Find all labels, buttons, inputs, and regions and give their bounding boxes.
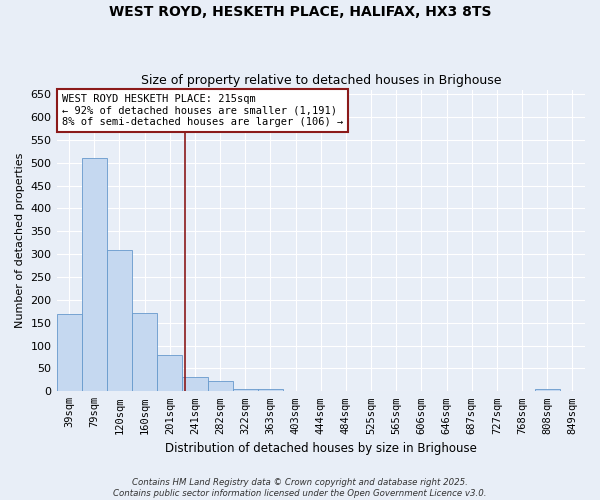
Bar [107, 250, 132, 392]
Bar [208, 381, 233, 392]
Title: Size of property relative to detached houses in Brighouse: Size of property relative to detached ho… [140, 74, 501, 87]
Bar [157, 354, 182, 392]
Bar [56, 314, 82, 392]
Text: WEST ROYD, HESKETH PLACE, HALIFAX, HX3 8TS: WEST ROYD, HESKETH PLACE, HALIFAX, HX3 8… [109, 5, 491, 19]
Bar [82, 158, 107, 392]
Bar [182, 376, 208, 392]
Bar [233, 389, 258, 392]
Bar [535, 389, 560, 392]
Text: Contains HM Land Registry data © Crown copyright and database right 2025.
Contai: Contains HM Land Registry data © Crown c… [113, 478, 487, 498]
Bar [258, 388, 283, 392]
Bar [132, 312, 157, 392]
X-axis label: Distribution of detached houses by size in Brighouse: Distribution of detached houses by size … [165, 442, 477, 455]
Text: WEST ROYD HESKETH PLACE: 215sqm
← 92% of detached houses are smaller (1,191)
8% : WEST ROYD HESKETH PLACE: 215sqm ← 92% of… [62, 94, 343, 128]
Y-axis label: Number of detached properties: Number of detached properties [15, 152, 25, 328]
